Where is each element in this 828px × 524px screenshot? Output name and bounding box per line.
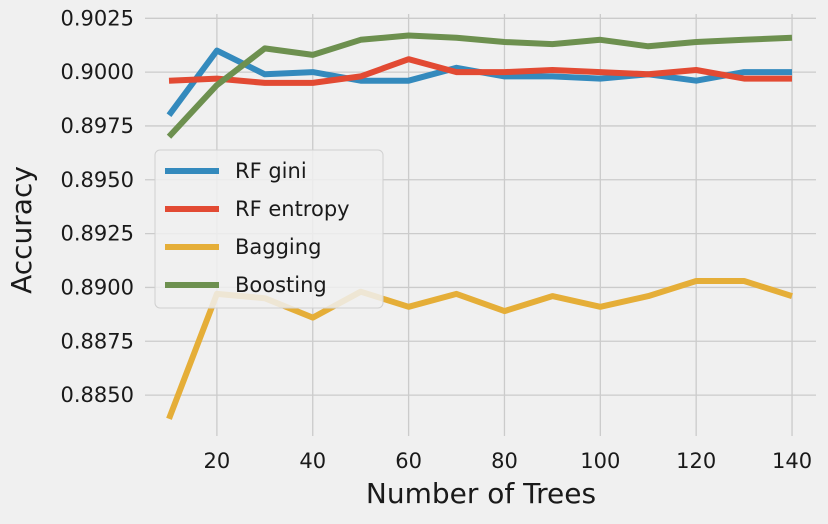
data-point xyxy=(645,43,651,49)
series-line-boosting xyxy=(166,32,793,139)
legend-label: RF entropy xyxy=(235,197,350,221)
data-point xyxy=(214,82,220,88)
y-tick-label: 0.9025 xyxy=(61,6,134,30)
data-point xyxy=(166,78,172,84)
y-tick-label: 0.8975 xyxy=(61,114,134,138)
data-point xyxy=(310,80,316,86)
x-tick-label: 40 xyxy=(299,449,326,473)
data-point xyxy=(645,71,651,77)
data-point xyxy=(597,37,603,43)
x-axis-ticks: 20 40 60 80 100 120 140 xyxy=(204,449,813,473)
data-point xyxy=(789,69,795,75)
legend-frame xyxy=(154,149,384,309)
data-point xyxy=(406,304,412,310)
y-tick-label: 0.8875 xyxy=(61,329,134,353)
data-point xyxy=(214,48,220,54)
y-axis-ticks: 0.8850 0.8875 0.8900 0.8925 0.8950 0.8975 0.90… xyxy=(61,6,134,407)
legend-label: RF gini xyxy=(235,159,307,183)
x-axis-title: Number of Trees xyxy=(366,477,596,510)
data-point xyxy=(454,291,460,297)
data-point xyxy=(549,41,555,47)
data-point xyxy=(262,71,268,77)
legend: RF gini RF entropy Bagging Boosting xyxy=(154,149,384,309)
data-point xyxy=(406,78,412,84)
data-point xyxy=(693,78,699,84)
series-line-rf-entropy xyxy=(168,56,792,86)
data-point xyxy=(549,67,555,73)
x-tick-label: 80 xyxy=(491,449,518,473)
data-point xyxy=(741,69,747,75)
data-point xyxy=(454,69,460,75)
data-point xyxy=(501,308,507,314)
data-point xyxy=(406,56,412,62)
data-point xyxy=(166,134,172,140)
data-point xyxy=(597,304,603,310)
x-tick-label: 60 xyxy=(395,449,422,473)
data-point xyxy=(310,69,316,75)
data-point xyxy=(693,39,699,45)
data-point xyxy=(789,35,795,41)
x-tick-label: 140 xyxy=(772,449,812,473)
y-tick-label: 0.9000 xyxy=(61,60,134,84)
data-point xyxy=(454,35,460,41)
data-point xyxy=(693,67,699,73)
legend-label: Bagging xyxy=(235,235,321,259)
data-point xyxy=(741,278,747,284)
data-point xyxy=(262,45,268,51)
data-point xyxy=(262,80,268,86)
data-point xyxy=(741,76,747,82)
data-point xyxy=(645,293,651,299)
data-point xyxy=(597,76,603,82)
y-tick-label: 0.8850 xyxy=(61,383,134,407)
data-point xyxy=(310,315,316,321)
data-point xyxy=(549,73,555,79)
data-point xyxy=(406,33,412,39)
data-point xyxy=(358,73,364,79)
data-point xyxy=(789,76,795,82)
data-point xyxy=(693,278,699,284)
data-point xyxy=(741,37,747,43)
x-tick-label: 100 xyxy=(580,449,620,473)
data-point xyxy=(549,293,555,299)
data-point xyxy=(597,69,603,75)
data-point xyxy=(310,52,316,58)
data-point xyxy=(166,112,172,118)
x-tick-label: 120 xyxy=(676,449,716,473)
y-tick-label: 0.8950 xyxy=(61,168,134,192)
legend-label: Boosting xyxy=(235,273,327,297)
y-tick-label: 0.8925 xyxy=(61,222,134,246)
x-tick-label: 20 xyxy=(204,449,231,473)
series-layer xyxy=(166,32,795,422)
y-axis-title: Accuracy xyxy=(5,166,38,294)
data-point xyxy=(501,39,507,45)
data-point xyxy=(501,69,507,75)
data-point xyxy=(789,293,795,299)
data-point xyxy=(166,416,172,422)
y-tick-label: 0.8900 xyxy=(61,275,134,299)
data-point xyxy=(358,37,364,43)
